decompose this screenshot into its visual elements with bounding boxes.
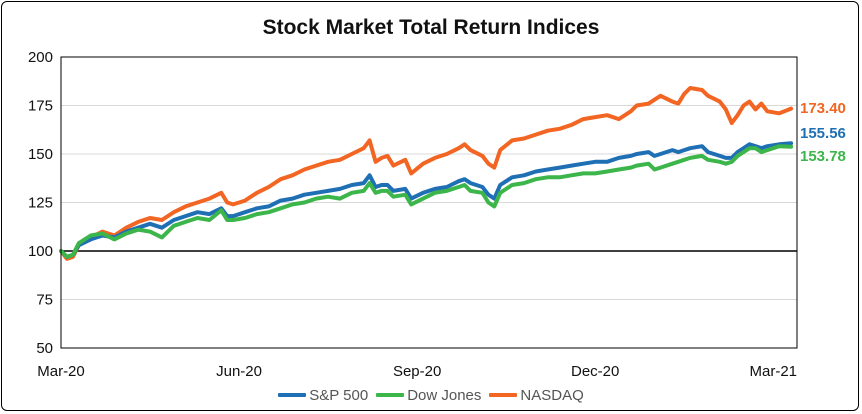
- legend-swatch-nasdaq: [489, 393, 518, 397]
- legend-item-s-p-500: S&P 500: [278, 387, 368, 404]
- y-tick-label-200: 200: [28, 49, 53, 66]
- series-lines: [59, 86, 794, 261]
- end-label-nasdaq: 173.40: [800, 100, 846, 117]
- x-tick-label-1: Jun-20: [216, 363, 262, 380]
- x-tick-label-0: Mar-20: [37, 363, 85, 380]
- y-tick-label-50: 50: [36, 340, 53, 357]
- y-tick-label-150: 150: [28, 146, 53, 163]
- end-label-dow-jones: 153.78: [800, 148, 846, 165]
- y-tick-label-175: 175: [28, 98, 53, 115]
- x-tick-label-2: Sep-20: [393, 363, 441, 380]
- end-labels: 173.40 155.56 153.78: [800, 100, 846, 165]
- legend-item-dow-jones: Dow Jones: [376, 387, 481, 404]
- y-tick-label-75: 75: [36, 292, 53, 309]
- series-line-dow-jones: [59, 144, 794, 259]
- legend-label-dow-jones: Dow Jones: [407, 386, 482, 404]
- legend-swatch-s-p-500: [278, 393, 307, 397]
- y-tick-label-100: 100: [28, 243, 53, 260]
- x-axis-ticks: Mar-20 Jun-20 Sep-20 Dec-20 Mar-21: [37, 363, 797, 380]
- y-axis-ticks: 50 75 100 125 150 175 200: [28, 49, 53, 357]
- x-tick-label-3: Dec-20: [571, 363, 619, 380]
- legend-item-nasdaq: NASDAQ: [489, 386, 584, 404]
- legend-label-s-p-500: S&P 500: [309, 386, 369, 404]
- y-tick-label-125: 125: [28, 195, 53, 212]
- gridlines: [61, 56, 797, 349]
- plot-border: [60, 56, 798, 349]
- legend: S&P 500 Dow Jones NASDAQ: [0, 384, 862, 404]
- x-tick-label-4: Mar-21: [750, 363, 798, 380]
- end-label-s-p-500: 155.56: [800, 125, 846, 142]
- chart-title: Stock Market Total Return Indices: [262, 16, 600, 39]
- legend-label-nasdaq: NASDAQ: [520, 386, 584, 404]
- series-line-nasdaq: [59, 86, 794, 261]
- series-line-s-p-500: [59, 141, 794, 259]
- legend-swatch-dow-jones: [376, 393, 405, 397]
